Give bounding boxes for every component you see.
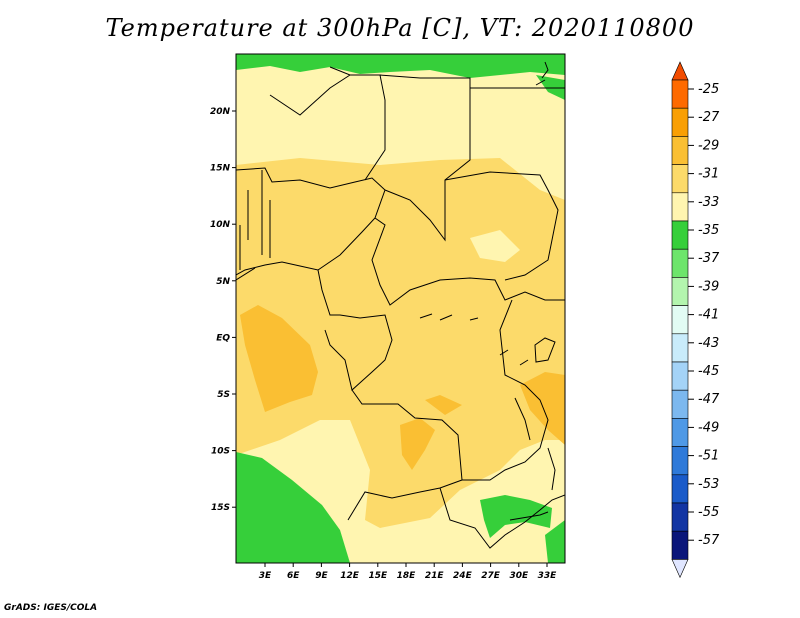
colorbar-swatch — [671, 389, 689, 419]
zambia-borders — [439, 487, 565, 549]
colorbar-swatch — [671, 502, 689, 532]
lon-tick-label: 24E — [453, 571, 473, 581]
lon-tick-label: 27E — [481, 571, 501, 581]
colorbar-swatch — [671, 418, 689, 447]
colorbar-swatch — [671, 107, 689, 137]
colorbar-label: -31 — [698, 167, 719, 182]
lat-tick-label: 20N — [210, 107, 231, 117]
footer-credit: GrADS: IGES/COLA — [4, 603, 98, 613]
colorbar-label: -41 — [698, 308, 719, 323]
colorbar-swatch — [671, 277, 689, 306]
chart-title: Temperature at 300hPa [C], VT: 202011080… — [105, 14, 695, 42]
temperature-field — [236, 54, 565, 563]
colorbar-label: -47 — [698, 392, 720, 407]
colorbar-label: -53 — [698, 477, 719, 492]
shade-band-35-33-north — [236, 54, 565, 200]
lon-tick-label: 15E — [368, 571, 388, 581]
shade-band-37-35-southeast — [480, 495, 552, 538]
lat-tick-label: 5S — [217, 390, 230, 400]
map-frame — [235, 53, 566, 564]
colorbar-swatch — [671, 164, 689, 194]
colorbar-label: -33 — [698, 195, 719, 210]
sahara-borders — [329, 66, 565, 181]
misc-coast — [509, 61, 549, 521]
angola-borders — [347, 389, 463, 521]
colorbar-swatch — [671, 361, 689, 391]
colorbar-label: -51 — [698, 449, 719, 464]
lon-tick-label: 18E — [397, 571, 417, 581]
colorbar-label: -29 — [698, 138, 719, 153]
colorbar-swatch — [671, 305, 689, 335]
lat-tick-label: 15S — [211, 503, 230, 513]
colorbar-top-arrow — [671, 61, 689, 81]
lon-tick-label: 6E — [287, 571, 300, 581]
political-boundaries — [236, 61, 565, 549]
central-borders — [371, 217, 565, 306]
lat-tick-label: 15N — [210, 164, 231, 174]
lat-tick-label: 10N — [210, 220, 231, 230]
northwest-borders — [269, 74, 351, 116]
lon-tick-label: 30E — [509, 571, 529, 581]
colorbar-label: -39 — [698, 279, 719, 294]
shade-band-37-35-north — [236, 54, 565, 78]
longitude-axis: 3E 6E 9E 12E 15E 18E 21E 24E 27E 30E 33E — [259, 563, 557, 581]
lat-tick-label: 10S — [211, 447, 230, 457]
colorbar-swatch — [671, 220, 689, 250]
shade-band-35-33-central — [470, 230, 520, 262]
shade-band-31-29-small — [425, 395, 462, 415]
colorbar-label: -43 — [698, 336, 719, 351]
colorbar-label: -49 — [698, 420, 719, 435]
latitude-axis: 20N 15N 10N 5N EQ 5S 10S 15S — [210, 107, 236, 513]
colorbar-swatch — [671, 446, 689, 476]
colorbar-swatch — [671, 79, 689, 109]
lat-tick-label: EQ — [216, 333, 230, 343]
colorbar-swatch — [671, 333, 689, 363]
colorbar-label: -45 — [698, 364, 719, 379]
colorbar-swatch — [671, 530, 689, 560]
chad-borders — [384, 110, 471, 242]
sudan-borders — [444, 171, 559, 281]
lon-tick-label: 12E — [340, 571, 360, 581]
lon-tick-label: 21E — [425, 571, 445, 581]
colorbar-swatch — [671, 474, 689, 504]
colorbar-label: -57 — [698, 533, 720, 548]
shade-band-37-35-corner — [545, 520, 565, 563]
colorbar-label: -27 — [698, 110, 720, 125]
colorbar: -25 -27 -29 -31 -33 -35 -37 -39 -41 -43 -45 -47 -49 -… — [671, 61, 720, 579]
lon-tick-label: 3E — [259, 571, 272, 581]
colorbar-swatch — [671, 136, 689, 165]
colorbar-label: -37 — [698, 251, 720, 266]
shade-band-37-35-southwest — [236, 452, 350, 563]
colorbar-bottom-arrow — [671, 559, 689, 579]
shade-band-31-29-west — [240, 305, 318, 412]
colorbar-swatch — [671, 248, 689, 278]
west-africa-internal — [236, 170, 271, 281]
drc-east-borders — [462, 299, 549, 481]
colorbar-swatch — [671, 192, 689, 222]
gabon-congo-borders — [317, 269, 393, 391]
colorbar-label: -55 — [698, 505, 719, 520]
colorbar-label: -25 — [698, 82, 719, 97]
lakes-outline — [419, 313, 556, 491]
lon-tick-label: 33E — [538, 571, 558, 581]
shade-band-31-29-south — [400, 418, 435, 470]
lon-tick-label: 9E — [315, 571, 328, 581]
shade-band-31-29-east — [520, 372, 565, 445]
lat-tick-label: 5N — [216, 277, 230, 287]
colorbar-label: -35 — [698, 223, 719, 238]
